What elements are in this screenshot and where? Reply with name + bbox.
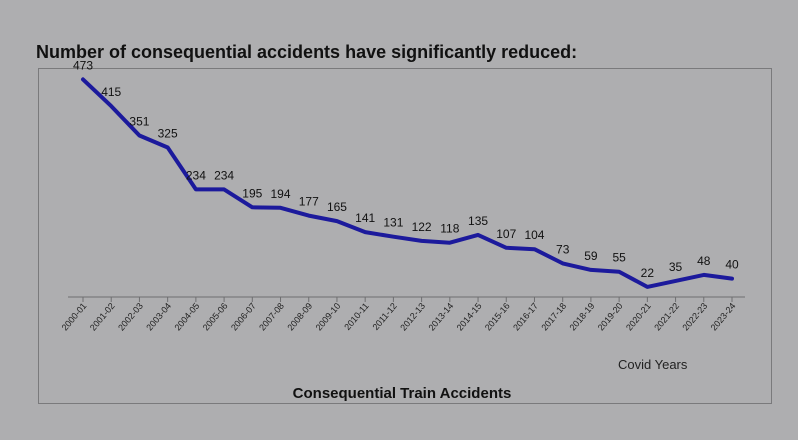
data-labels: 473 415 351 325 234 234 195 194 177 165 141 131 122 1…	[73, 58, 739, 279]
x-tick-label: 2022-23	[680, 301, 709, 333]
data-label: 107	[496, 227, 516, 241]
x-tick-label: 2013-14	[426, 301, 455, 333]
x-tick-label: 2023-24	[709, 301, 738, 333]
x-tick-label: 2015-16	[483, 301, 512, 333]
data-label: 118	[440, 222, 459, 236]
x-tick-label: 2003-04	[144, 301, 173, 333]
data-label: 135	[468, 214, 488, 228]
x-tick-label: 2019-20	[596, 301, 625, 333]
data-label: 177	[299, 195, 319, 209]
data-label: 55	[612, 251, 626, 265]
x-tick-label: 2000-01	[60, 301, 89, 333]
data-label: 40	[725, 258, 739, 272]
chart-title: Consequential Train Accidents	[293, 385, 512, 402]
data-label: 351	[129, 115, 149, 129]
x-tick-label: 2011-12	[370, 301, 398, 332]
x-tick-label: 2001-02	[88, 301, 117, 333]
x-tick-label: 2007-08	[257, 301, 286, 333]
series-line	[81, 77, 734, 289]
data-label: 234	[186, 168, 206, 182]
data-label: 22	[641, 266, 655, 280]
data-label: 104	[524, 228, 544, 242]
x-tick-label: 2010-11	[342, 301, 370, 332]
data-label: 325	[158, 127, 178, 141]
x-tick-label: 2021-22	[652, 301, 681, 333]
x-tick-label: 2018-19	[568, 301, 597, 333]
x-tick-label: 2017-18	[539, 301, 568, 333]
x-tick-label: 2006-07	[229, 301, 258, 333]
data-label: 48	[697, 254, 711, 268]
x-tick-label: 2005-06	[201, 301, 230, 333]
x-tick-label: 2002-03	[116, 301, 145, 333]
data-label: 131	[383, 216, 403, 230]
x-tick-label: 2009-10	[314, 301, 343, 333]
data-label: 234	[214, 168, 234, 182]
data-label: 73	[556, 242, 570, 256]
page-heading: Number of consequential accidents have s…	[36, 42, 578, 62]
data-label: 415	[101, 85, 121, 99]
data-label: 35	[669, 260, 683, 274]
x-ticks	[82, 297, 733, 302]
data-label: 141	[355, 211, 375, 225]
chart-frame	[38, 68, 772, 404]
x-tick-label: 2016-17	[511, 301, 540, 333]
x-tick-label: 2020-21	[624, 301, 653, 333]
x-tick-label: 2004-05	[173, 301, 202, 333]
x-tick-labels: 2000-01 2001-02 2002-03 2003-04 2004-05 2005-…	[60, 301, 738, 333]
x-tick-label: 2014-15	[455, 301, 484, 333]
data-label: 122	[412, 220, 432, 234]
data-label: 59	[584, 249, 598, 263]
covid-annotation: Covid Years	[618, 357, 688, 372]
data-label: 194	[271, 187, 291, 201]
data-label: 165	[327, 200, 347, 214]
x-tick-label: 2012-13	[398, 301, 427, 333]
data-label: 473	[73, 58, 93, 72]
x-tick-label: 2008-09	[285, 301, 314, 333]
data-label: 195	[242, 186, 262, 200]
